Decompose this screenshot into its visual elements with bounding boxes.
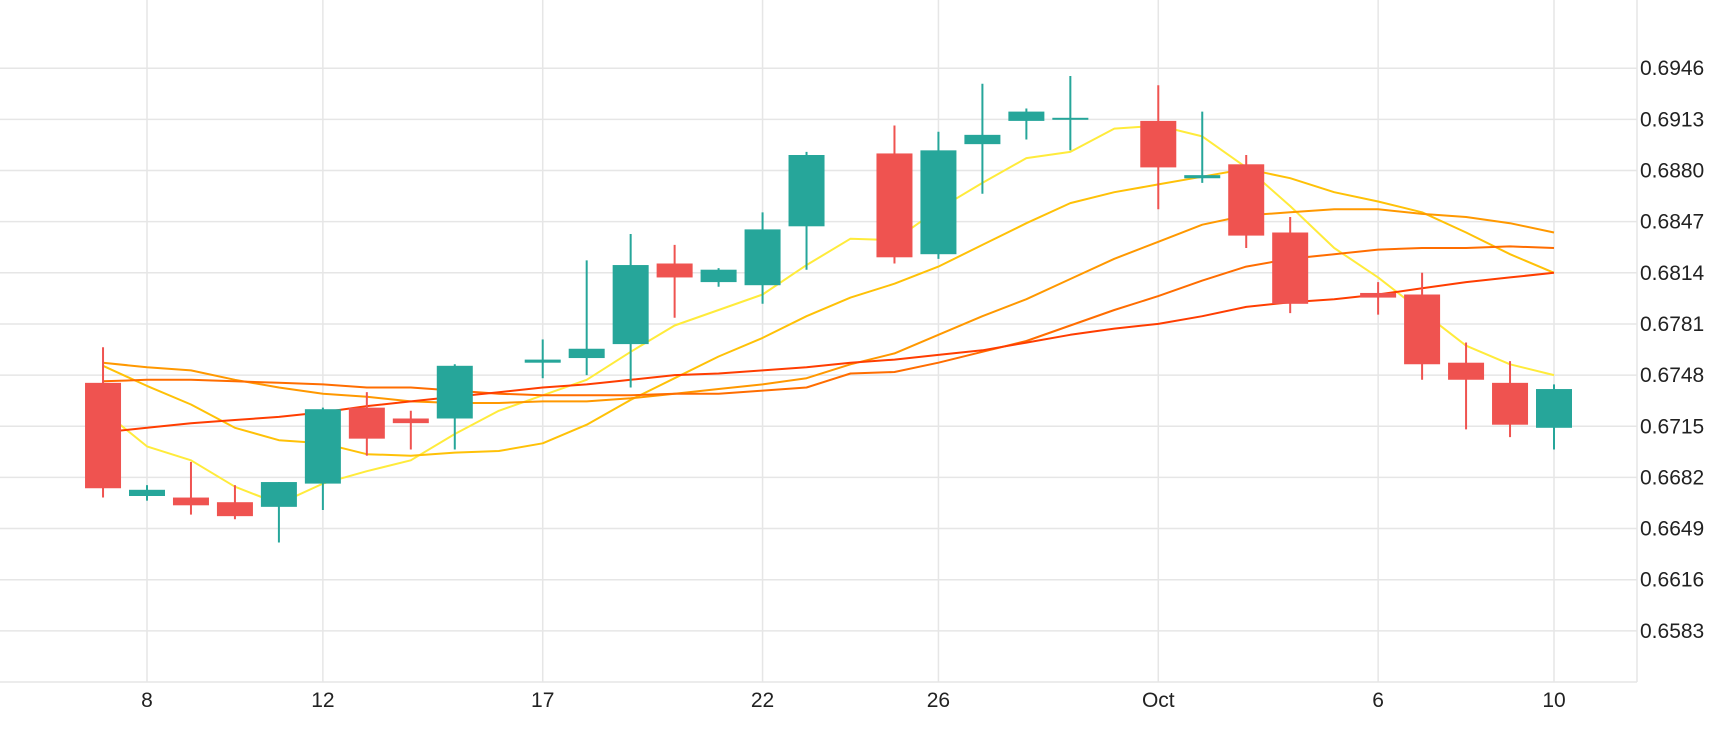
moving-average-line-5	[102, 271, 1555, 434]
x-tick-label: 8	[141, 689, 153, 712]
y-tick-label: 0.6781	[1640, 313, 1704, 336]
moving-average-lines	[102, 124, 1555, 505]
candle-body	[656, 263, 693, 278]
candle-body	[1184, 175, 1221, 179]
candle-body	[304, 409, 341, 484]
y-tick-label: 0.6682	[1640, 466, 1704, 489]
y-tick-label: 0.6880	[1640, 160, 1704, 183]
candle-body	[1008, 111, 1045, 121]
y-tick-label: 0.6913	[1640, 108, 1704, 131]
candle-body	[700, 269, 737, 283]
candle-up	[700, 268, 737, 287]
x-tick-label: Oct	[1142, 689, 1175, 712]
candle-body	[348, 407, 385, 439]
candle-up	[964, 83, 1001, 194]
candle-body	[1404, 294, 1441, 365]
candle-body	[85, 382, 122, 489]
candle-body	[172, 497, 209, 506]
candle-up	[1184, 111, 1221, 183]
x-tick-label: 6	[1372, 689, 1384, 712]
candle-up	[1052, 75, 1089, 151]
candle-down	[172, 461, 209, 515]
y-tick-label: 0.6649	[1640, 518, 1704, 541]
candle-up	[436, 364, 473, 450]
x-tick-label: 26	[927, 689, 950, 712]
candle-down	[392, 410, 429, 450]
candle-up	[129, 485, 165, 501]
candle-down	[348, 392, 385, 456]
grid	[0, 0, 1638, 683]
candle-body	[964, 134, 1001, 145]
candle-body	[1492, 382, 1529, 425]
candle-up	[524, 339, 561, 379]
moving-average-line-3	[102, 208, 1555, 404]
moving-average-line-4	[102, 245, 1555, 397]
y-tick-label: 0.6847	[1640, 211, 1704, 234]
candle-body	[216, 502, 253, 517]
candle-up	[1536, 384, 1572, 450]
candle-down	[1228, 155, 1265, 248]
candle-up	[612, 234, 649, 388]
candle-up	[568, 260, 605, 376]
y-tick-label: 0.6748	[1640, 364, 1704, 387]
candle-body	[788, 155, 825, 227]
moving-average-line-2	[102, 167, 1555, 457]
candle-down	[1360, 282, 1397, 315]
candle-up	[1008, 108, 1045, 140]
candle-body	[1272, 232, 1309, 304]
y-tick-label: 0.6814	[1640, 262, 1705, 285]
x-tick-label: 22	[751, 689, 774, 712]
candle-down	[1404, 272, 1441, 380]
candle-up	[920, 131, 957, 259]
candle-up	[788, 151, 825, 270]
y-tick-label: 0.6583	[1640, 620, 1704, 643]
candle-body	[1140, 120, 1177, 168]
y-tick-label: 0.6616	[1640, 569, 1704, 592]
candle-body	[392, 418, 429, 424]
candle-up	[744, 212, 781, 304]
x-tick-label: 12	[311, 689, 334, 712]
candle-down	[656, 244, 693, 318]
moving-average-line-1	[102, 124, 1555, 505]
candle-body	[612, 265, 649, 345]
candle-down	[216, 485, 253, 520]
candle-body	[1448, 362, 1485, 380]
candle-body	[1360, 292, 1397, 298]
candle-body	[920, 150, 957, 255]
candle-down	[1492, 361, 1529, 438]
candle-body	[1228, 164, 1265, 236]
candle-down	[85, 347, 122, 498]
x-tick-label: 10	[1542, 689, 1565, 712]
axes: 0.6583 0.6616 0.6649 0.6682 0.6715 0.6748 0.67…	[141, 57, 1704, 712]
y-tick-label: 0.6946	[1640, 57, 1704, 80]
candle-body	[524, 359, 561, 363]
candles	[85, 75, 1572, 543]
candle-body	[436, 365, 473, 419]
candle-down	[1272, 217, 1309, 314]
candle-body	[1052, 117, 1089, 120]
x-tick-label: 17	[531, 689, 554, 712]
candle-up	[260, 482, 297, 543]
candle-body	[568, 348, 605, 359]
candle-down	[1140, 85, 1177, 210]
candle-body	[876, 153, 913, 258]
candle-down	[876, 125, 913, 264]
candle-body	[1536, 389, 1572, 428]
candle-body	[260, 482, 297, 507]
candle-down	[1448, 342, 1485, 430]
y-tick-label: 0.6715	[1640, 415, 1704, 438]
candle-body	[129, 489, 165, 496]
candle-body	[744, 229, 781, 286]
candle-up	[304, 407, 341, 510]
